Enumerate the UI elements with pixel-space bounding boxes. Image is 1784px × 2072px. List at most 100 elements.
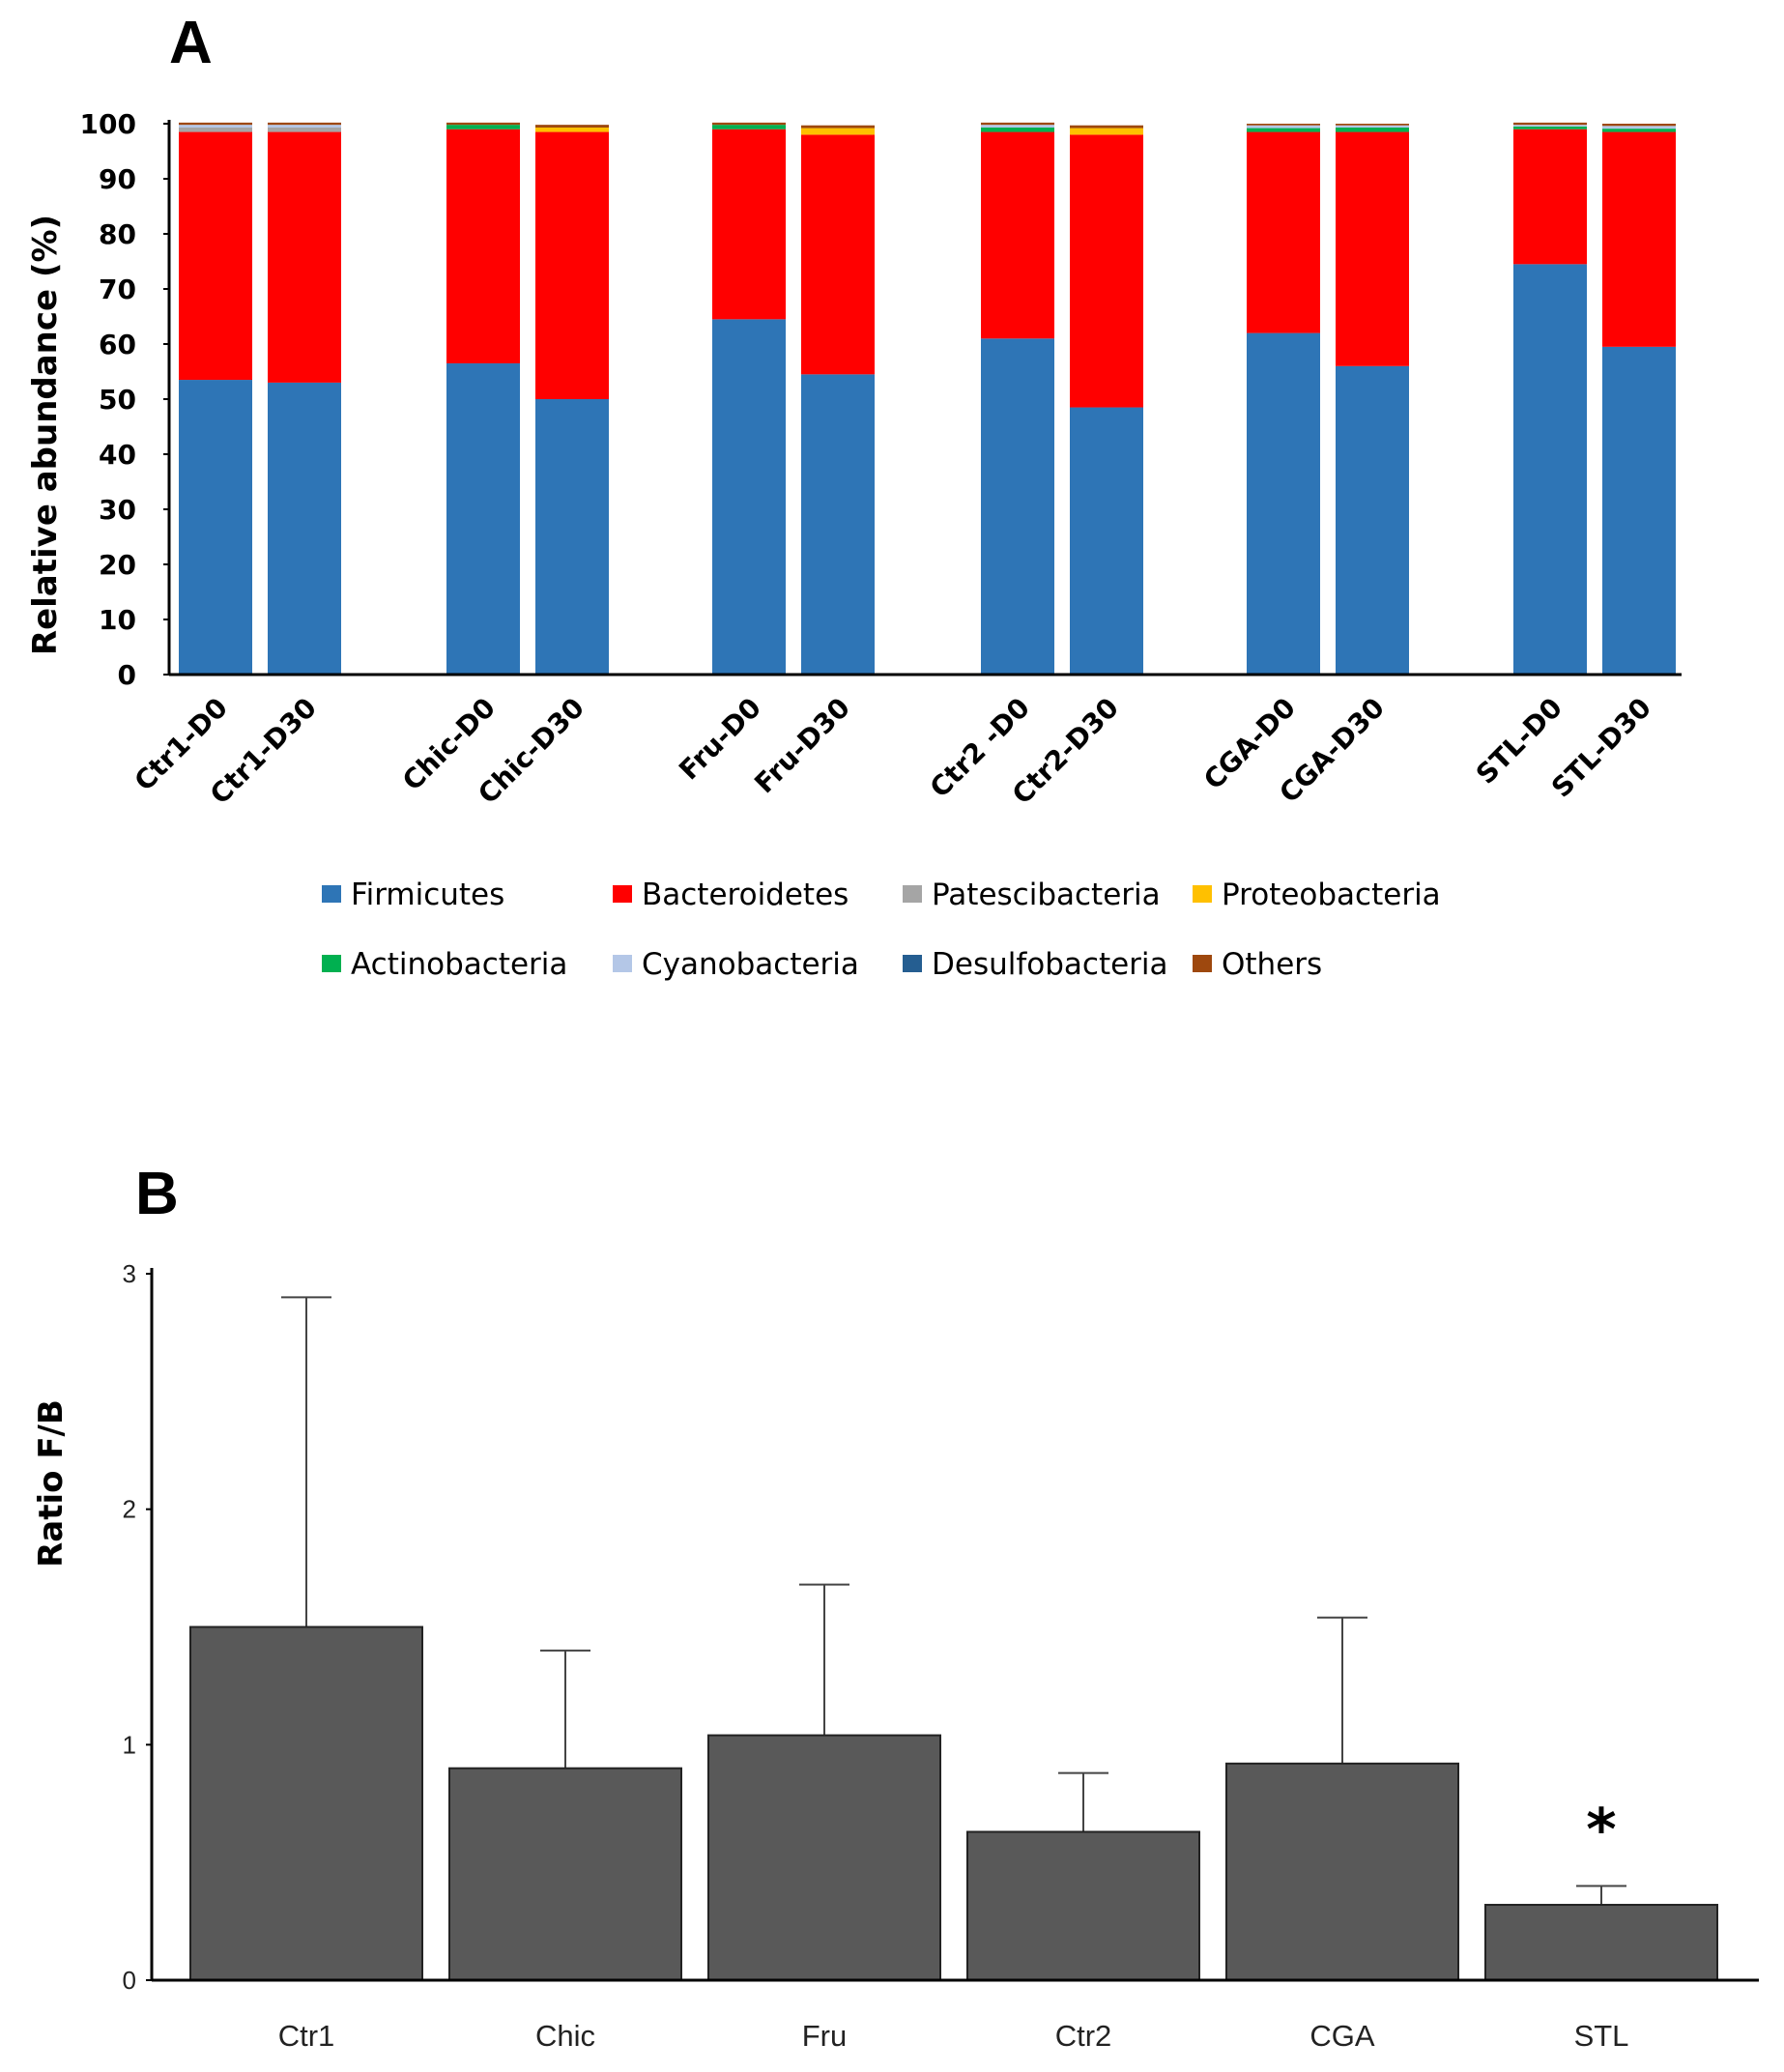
bar-segment-bacteroidetes-4: [535, 131, 609, 400]
bar-segment-others-12: [1602, 124, 1676, 127]
y-tick-label-a: 30: [99, 494, 136, 526]
bar-segment-patescibacteria-1: [179, 127, 252, 132]
bar-segment-bacteroidetes-11: [1513, 129, 1587, 265]
y-tick-label-a: 10: [99, 604, 136, 636]
y-tick-label-a: 60: [99, 329, 136, 360]
bar-segment-actinobacteria-10: [1336, 127, 1409, 132]
bar-segment-bacteroidetes-8: [1070, 134, 1143, 408]
legend-label-others: Others: [1222, 947, 1322, 982]
legend-label-bacteroidetes: Bacteroidetes: [642, 878, 849, 912]
x-tick-label-b: Chic: [535, 2019, 595, 2053]
bar-ctr2: [966, 1830, 1200, 1981]
bar-segment-firmicutes-8: [1070, 407, 1143, 675]
bar-segment-bacteroidetes-6: [801, 134, 875, 375]
y-tick-label-b: 0: [123, 1966, 136, 1995]
bar-segment-actinobacteria-3: [446, 125, 520, 130]
bar-segment-actinobacteria-12: [1602, 129, 1676, 132]
legend: Firmicutes Bacteroidetes Patescibacteria Pr…: [322, 878, 1441, 982]
bar-segment-bacteroidetes-2: [268, 131, 341, 383]
bar-cga: [1225, 1762, 1459, 1981]
bar-segment-others-8: [1070, 125, 1143, 129]
bar-segment-actinobacteria-11: [1513, 126, 1587, 130]
bar-segment-bacteroidetes-1: [179, 131, 252, 381]
bar-segment-patescibacteria-2: [268, 127, 341, 132]
legend-label-firmicutes: Firmicutes: [351, 878, 504, 912]
bar-segment-proteobacteria-6: [801, 128, 875, 135]
panel-b-letter: B: [135, 1161, 179, 1227]
bar-segment-actinobacteria-5: [712, 125, 786, 130]
bar-chic: [448, 1767, 682, 1981]
y-tick-label-a: 70: [99, 273, 136, 305]
x-tick-label-b: Ctr2: [1055, 2019, 1112, 2053]
bar-segment-cyanobacteria-1: [179, 125, 252, 128]
bar-segment-cyanobacteria-7: [981, 125, 1054, 128]
bar-segment-bacteroidetes-5: [712, 129, 786, 320]
bar-segment-others-3: [446, 122, 520, 126]
x-tick-label-b: STL: [1574, 2019, 1629, 2053]
y-tick-label-a: 50: [99, 384, 136, 416]
bar-segment-actinobacteria-7: [981, 127, 1054, 132]
bar-segment-others-7: [981, 122, 1054, 126]
y-tick-label-a: 100: [80, 108, 136, 140]
bar-segment-cyanobacteria-12: [1602, 126, 1676, 130]
bar-segment-cyanobacteria-9: [1247, 125, 1320, 129]
y-axis-title-a: Relative abundance (%): [26, 215, 65, 655]
bar-segment-others-4: [535, 125, 609, 128]
bar-segment-others-10: [1336, 124, 1409, 126]
legend-swatch-cyanobacteria: [613, 955, 632, 972]
y-axis-title-b: Ratio F/B: [32, 1399, 71, 1568]
y-tick-label-a: 40: [99, 439, 136, 471]
bar-segment-bacteroidetes-9: [1247, 131, 1320, 333]
legend-label-proteobacteria: Proteobacteria: [1222, 878, 1441, 912]
bar-segment-firmicutes-5: [712, 319, 786, 675]
y-tick-label-b: 1: [123, 1730, 136, 1759]
x-tick-label-b: Fru: [802, 2019, 848, 2053]
bar-segment-firmicutes-2: [268, 382, 341, 675]
bar-segment-bacteroidetes-10: [1336, 131, 1409, 366]
legend-label-cyanobacteria: Cyanobacteria: [642, 947, 859, 982]
bar-segment-firmicutes-12: [1602, 346, 1676, 675]
bar-segment-others-2: [268, 122, 341, 126]
bar-segment-cyanobacteria-10: [1336, 125, 1409, 128]
legend-label-desulfobacteria: Desulfobacteria: [932, 947, 1168, 982]
bar-stl: [1484, 1904, 1718, 1981]
legend-label-actinobacteria: Actinobacteria: [351, 947, 567, 982]
bar-segment-firmicutes-6: [801, 374, 875, 675]
bar-segment-bacteroidetes-12: [1602, 131, 1676, 347]
bar-segment-firmicutes-7: [981, 338, 1054, 675]
bar-segment-actinobacteria-9: [1247, 128, 1320, 132]
legend-swatch-others: [1193, 955, 1212, 972]
significance-asterisk: *: [1586, 1797, 1616, 1864]
legend-swatch-proteobacteria: [1193, 885, 1212, 903]
y-tick-label-b: 2: [123, 1495, 136, 1524]
x-tick-label-b: CGA: [1309, 2019, 1375, 2053]
bar-segment-others-5: [712, 122, 786, 126]
x-tick-label-a: Fru-D30: [748, 692, 856, 800]
bar-segment-others-9: [1247, 124, 1320, 126]
bar-segment-firmicutes-11: [1513, 264, 1587, 675]
legend-swatch-bacteroidetes: [613, 885, 632, 903]
bar-ctr1: [189, 1626, 423, 1981]
bar-segment-proteobacteria-8: [1070, 128, 1143, 135]
bar-fru: [707, 1734, 941, 1981]
legend-label-patescibacteria: Patescibacteria: [932, 878, 1161, 912]
bar-segment-firmicutes-1: [179, 380, 252, 675]
ratio-bar-chart: Ratio F/B Ctr1 Chic Fru Ctr2 CGA STL * 0 1 2 3: [32, 1259, 1759, 2053]
stacked-bar-chart: Relative abundance (%) 0 10 20 30 40 50 60 70 80…: [26, 108, 1682, 811]
bar-segment-bacteroidetes-3: [446, 129, 520, 363]
y-tick-label-a: 90: [99, 163, 136, 195]
legend-swatch-actinobacteria: [322, 955, 341, 972]
bar-segment-firmicutes-3: [446, 362, 520, 675]
bar-segment-cyanobacteria-11: [1513, 125, 1587, 127]
bar-segment-bacteroidetes-7: [981, 131, 1054, 339]
bar-segment-proteobacteria-4: [535, 127, 609, 132]
bar-segment-others-1: [179, 122, 252, 126]
legend-swatch-firmicutes: [322, 885, 341, 903]
y-tick-label-a: 20: [99, 549, 136, 581]
y-tick-label-a: 80: [99, 218, 136, 250]
x-tick-label-b: Ctr1: [278, 2019, 335, 2053]
bar-segment-others-11: [1513, 122, 1587, 126]
bar-segment-firmicutes-10: [1336, 365, 1409, 675]
panel-a-letter: A: [169, 10, 213, 76]
bar-segment-others-6: [801, 125, 875, 129]
